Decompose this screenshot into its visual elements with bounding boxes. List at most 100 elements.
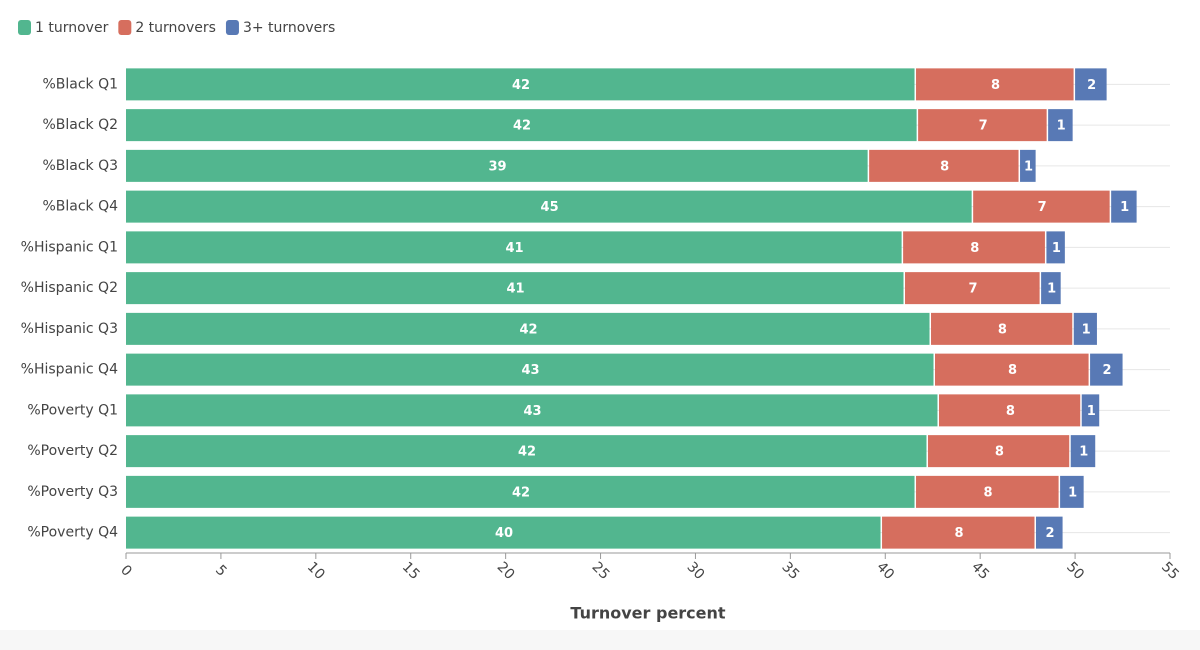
bar-segment [1111,190,1137,223]
bar-segment [938,394,1081,427]
bar-segment [973,190,1110,223]
y-tick-label: %Poverty Q2 [27,443,118,459]
value-label: 1 [1068,485,1077,500]
value-label: 7 [1038,200,1047,215]
bar-segment [126,475,915,508]
bar-segment [126,312,930,345]
value-label: 40 [495,526,513,541]
value-label: 8 [1006,404,1015,419]
bar-segment [1081,394,1100,427]
bar-segment [1060,475,1084,508]
value-label: 42 [518,445,536,460]
bar-segment [935,353,1089,386]
x-tick-label: 50 [1063,559,1087,583]
y-tick-label: %Black Q4 [42,199,118,215]
bar-segment [1048,109,1073,142]
bar-segment [126,231,902,264]
value-label: 7 [979,119,988,134]
value-label: 42 [512,78,530,93]
x-tick-label: 35 [778,559,802,583]
bar-segment [126,394,938,427]
value-label: 1 [1047,282,1056,297]
x-tick-label: 0 [117,562,135,580]
bar-segment [1035,516,1063,549]
value-label: 1 [1052,241,1061,256]
bar-segment [126,516,881,549]
x-tick-label: 30 [683,559,707,583]
bar-segment [126,109,917,142]
value-label: 1 [1057,119,1066,134]
value-label: 8 [1008,363,1017,378]
value-label: 2 [1087,78,1096,93]
x-axis-title: Turnover percent [570,604,725,623]
bar-segment [1046,231,1065,264]
x-tick-label: 15 [399,559,423,583]
bar-segment [927,435,1070,468]
y-tick-label: %Hispanic Q3 [21,321,118,337]
value-label: 8 [991,78,1000,93]
bar-segment [882,516,1035,549]
value-label: 8 [970,241,979,256]
footer-band [0,630,1200,650]
x-tick-label: 10 [304,559,328,583]
value-label: 8 [954,526,963,541]
value-label: 1 [1024,159,1033,174]
x-tick-label: 45 [968,559,992,583]
value-label: 8 [995,445,1004,460]
value-label: 1 [1120,200,1129,215]
bar-segment [1090,353,1123,386]
bar-segment [1041,272,1061,305]
bar-segment [126,190,972,223]
y-tick-label: %Poverty Q1 [27,402,118,418]
bar-segment [931,312,1073,345]
value-label: 43 [523,404,541,419]
bar-segment [126,149,868,182]
value-label: 45 [541,200,559,215]
bar-segment [903,231,1045,264]
y-tick-label: %Black Q3 [42,158,118,174]
value-label: 41 [506,241,524,256]
value-label: 39 [489,159,507,174]
value-label: 42 [512,485,530,500]
bar-segment [916,475,1059,508]
y-tick-label: %Black Q2 [42,117,118,133]
value-label: 42 [519,322,537,337]
bar-segment [126,272,904,305]
value-label: 1 [1079,445,1088,460]
x-tick-label: 5 [212,562,230,580]
legend-label: 2 turnovers [135,20,216,36]
legend-label: 3+ turnovers [243,20,335,36]
legend-label: 1 turnover [35,20,109,36]
legend-swatch [225,20,239,35]
bar-segment [869,149,1019,182]
value-label: 2 [1103,363,1112,378]
value-label: 1 [1082,322,1091,337]
y-tick-label: %Black Q1 [42,76,118,92]
bar-segment [1073,312,1097,345]
x-tick-label: 20 [494,559,518,583]
value-label: 8 [940,159,949,174]
value-label: 8 [984,485,993,500]
bar-segment [1070,435,1096,468]
bar-segment [916,68,1074,101]
value-label: 41 [506,282,524,297]
value-label: 2 [1046,526,1055,541]
x-tick-label: 40 [873,559,897,583]
legend-swatch [118,20,132,35]
legend-swatch [18,20,31,35]
value-label: 43 [521,363,539,378]
x-tick-label: 25 [589,559,613,583]
value-label: 42 [513,119,531,134]
bar-segment [1075,68,1107,101]
bar-segment [126,353,934,386]
x-tick-label: 55 [1158,559,1182,583]
y-tick-label: %Poverty Q3 [27,484,118,500]
y-tick-label: %Hispanic Q4 [21,362,118,378]
value-label: 8 [998,322,1007,337]
y-tick-label: %Poverty Q4 [27,525,118,541]
value-label: 1 [1087,404,1096,419]
bar-segment [905,272,1040,305]
bar-segment [126,435,927,468]
y-tick-label: %Hispanic Q2 [21,280,118,296]
